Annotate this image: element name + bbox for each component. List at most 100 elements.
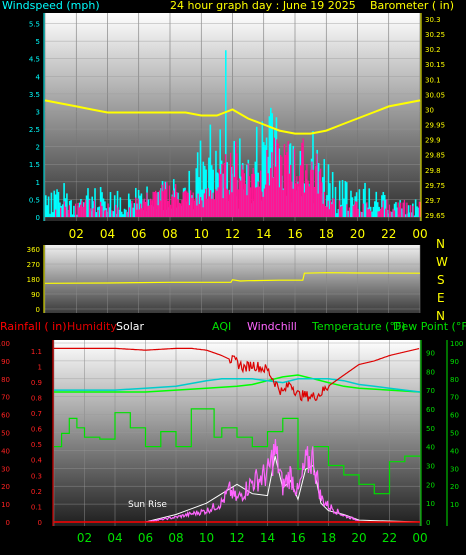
wind-bar: [116, 190, 119, 217]
gust-bar: [318, 171, 321, 217]
wind-bar: [331, 172, 334, 217]
gust-bar: [400, 202, 402, 217]
gust-bar: [352, 205, 354, 217]
wind-bar: [350, 190, 352, 217]
direction-ytick-label: 180: [27, 276, 40, 284]
gust-bar: [271, 152, 273, 217]
gust-bar: [187, 192, 189, 217]
xtick-label-top: 20: [350, 227, 365, 241]
gust-bar: [292, 188, 294, 217]
wind-bar: [122, 214, 124, 217]
gust-bar: [161, 184, 163, 217]
gust-bar: [165, 189, 167, 217]
gust-bar: [65, 206, 67, 217]
gust-bar: [145, 201, 147, 217]
gust-bar: [178, 202, 181, 217]
gust-bar: [218, 169, 221, 217]
gust-bar: [252, 168, 254, 217]
rain-ytick-label: 0.3: [31, 472, 42, 480]
rain-ytick-label: 0.6: [31, 426, 43, 434]
gust-bar: [273, 137, 276, 217]
gust-bar: [311, 161, 313, 217]
gust-bar: [370, 210, 372, 217]
gust-bar: [377, 211, 379, 217]
gust-bar: [412, 205, 414, 217]
gust-bar: [357, 208, 359, 217]
aqi-ytick-label: 90: [450, 358, 459, 366]
direction-ytick-label: 360: [27, 246, 40, 254]
gust-bar: [151, 200, 153, 217]
gust-bar: [223, 162, 226, 217]
gust-bar: [340, 206, 342, 217]
wind-bar: [188, 170, 191, 217]
chart-title: 24 hour graph day : June 19 2025: [170, 0, 356, 12]
aqi-line: [54, 408, 420, 495]
gust-bar: [277, 143, 279, 217]
temp-ytick-label: 80: [426, 368, 435, 376]
gust-bar: [92, 208, 94, 217]
gust-bar: [326, 206, 328, 217]
gust-bar: [75, 203, 77, 217]
xtick-label-top: 22: [381, 227, 396, 241]
xtick-label-bottom: 14: [260, 531, 275, 545]
barometer-ytick-label: 29.9: [425, 137, 441, 145]
wind-ytick-label: 1: [36, 179, 40, 187]
aqi-ytick-label: 10: [450, 501, 459, 509]
gust-bar: [83, 202, 86, 217]
barometer-line: [44, 99, 421, 135]
wind-bar: [119, 197, 122, 217]
windchill-label: Windchill: [247, 320, 297, 333]
wind-bar: [405, 214, 407, 217]
wind-bar: [383, 194, 386, 217]
wind-bar: [385, 199, 387, 217]
solar-label: Solar: [116, 320, 145, 333]
gust-bar: [202, 207, 204, 217]
gust-bar: [291, 181, 293, 217]
gust-bar: [393, 210, 396, 217]
gust-bar: [82, 206, 84, 217]
gust-bar: [302, 138, 304, 217]
wind-bar: [219, 129, 221, 217]
gust-bar: [355, 201, 357, 217]
gust-bar: [100, 201, 102, 217]
gust-bar: [117, 207, 119, 217]
wind-bar: [372, 206, 375, 217]
wind-bar: [230, 166, 233, 217]
wind-bar: [50, 192, 53, 217]
compass-n-top: N: [436, 237, 445, 251]
gust-bar: [250, 187, 252, 217]
wind-bar: [108, 207, 110, 217]
wind-bar: [71, 214, 74, 217]
gust-bar: [162, 191, 164, 217]
gust-bar: [356, 201, 358, 217]
gust-bar: [338, 200, 341, 217]
compass-s: S: [437, 273, 445, 287]
humidity-ytick-label: 30: [1, 465, 10, 473]
wind-bar: [195, 168, 198, 217]
gust-bar: [406, 202, 408, 217]
gust-bar: [317, 193, 319, 217]
humidity-label: Humidity: [67, 320, 117, 333]
humidity-ytick-label: 90: [1, 358, 10, 366]
temp-ytick-label: 10: [426, 500, 435, 508]
gust-bar: [237, 189, 239, 217]
gust-bar: [295, 183, 297, 217]
gust-bar: [136, 209, 138, 217]
dewpoint-label: Dew Point (°F): [393, 320, 466, 333]
wind-bar: [376, 202, 379, 217]
aqi-label: AQI: [212, 320, 231, 333]
humidity-ytick-label: 80: [1, 376, 10, 384]
gust-bar: [298, 175, 301, 217]
wind-bar: [351, 197, 354, 217]
gust-bar: [257, 181, 259, 217]
gust-bar: [60, 207, 62, 217]
barometer-ytick-label: 30.3: [425, 16, 441, 24]
wind-bar: [129, 199, 131, 217]
xtick-label-bottom: 00: [412, 531, 427, 545]
wind-bar: [327, 164, 330, 217]
gust-bar: [172, 190, 174, 217]
wind-bar: [127, 193, 130, 217]
gust-bar: [386, 199, 388, 217]
wind-bar: [416, 206, 418, 217]
